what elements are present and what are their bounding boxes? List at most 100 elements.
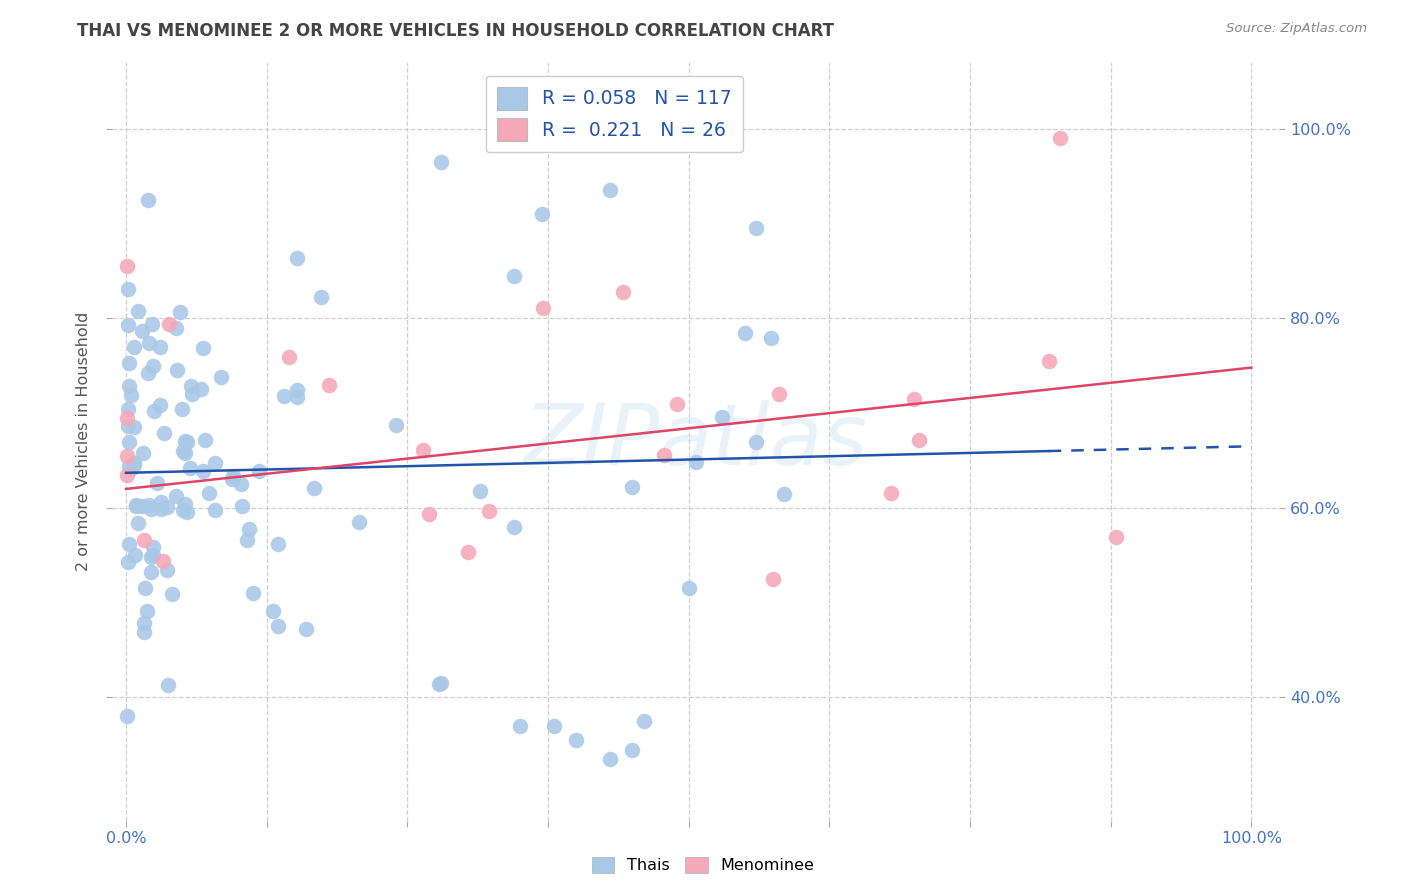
Point <box>1049 131 1071 145</box>
Point <box>139 549 162 564</box>
Point <box>118 458 141 473</box>
Point <box>157 678 180 692</box>
Point <box>711 410 734 425</box>
Point <box>121 461 143 475</box>
Point <box>773 487 796 501</box>
Point <box>612 285 634 299</box>
Point <box>174 497 197 511</box>
Point <box>238 522 260 536</box>
Point <box>138 499 160 513</box>
Point <box>273 389 295 403</box>
Point <box>231 476 253 491</box>
Point <box>125 498 148 512</box>
Point <box>242 586 264 600</box>
Point <box>124 457 146 471</box>
Point <box>531 301 554 316</box>
Point <box>165 489 187 503</box>
Point <box>132 446 155 460</box>
Point <box>734 326 756 340</box>
Point <box>118 537 141 551</box>
Point <box>903 392 925 406</box>
Point <box>134 581 156 595</box>
Point <box>285 383 308 397</box>
Point <box>139 565 162 579</box>
Point <box>132 533 155 547</box>
Point <box>509 719 531 733</box>
Point <box>879 485 901 500</box>
Point <box>654 448 676 462</box>
Point <box>122 340 145 354</box>
Point <box>115 449 138 463</box>
Point <box>262 604 284 618</box>
Point <box>503 268 526 283</box>
Point <box>142 540 165 554</box>
Point <box>127 516 149 530</box>
Point <box>179 461 201 475</box>
Point <box>165 321 187 335</box>
Point <box>131 499 153 513</box>
Point <box>222 469 245 483</box>
Point <box>543 719 565 733</box>
Point <box>159 317 181 331</box>
Point <box>132 624 155 639</box>
Point <box>136 603 159 617</box>
Point <box>141 501 163 516</box>
Point <box>385 417 408 432</box>
Point <box>236 533 259 547</box>
Point <box>172 443 194 458</box>
Point <box>194 434 217 448</box>
Point <box>117 419 139 434</box>
Point <box>531 207 554 221</box>
Point <box>287 390 309 404</box>
Point <box>745 221 768 235</box>
Point <box>152 554 174 568</box>
Point <box>599 183 621 197</box>
Point <box>169 305 191 319</box>
Point <box>678 582 700 596</box>
Point <box>141 317 163 331</box>
Point <box>267 619 290 633</box>
Point <box>565 733 588 747</box>
Point <box>138 336 160 351</box>
Point <box>138 193 160 207</box>
Point <box>204 503 226 517</box>
Point <box>285 251 308 265</box>
Point <box>633 714 655 728</box>
Point <box>412 442 434 457</box>
Point <box>149 501 172 516</box>
Point <box>149 340 172 354</box>
Point <box>120 388 142 402</box>
Point <box>457 545 479 559</box>
Point <box>174 445 197 459</box>
Point <box>118 435 141 450</box>
Point <box>146 476 169 491</box>
Point <box>418 507 440 521</box>
Point <box>204 456 226 470</box>
Point <box>761 331 783 345</box>
Point <box>122 419 145 434</box>
Point <box>132 615 155 630</box>
Point <box>142 548 165 562</box>
Point <box>685 455 707 469</box>
Point <box>302 481 325 495</box>
Point <box>620 480 643 494</box>
Point <box>908 433 931 447</box>
Point <box>118 356 141 370</box>
Point <box>309 290 332 304</box>
Text: THAI VS MENOMINEE 2 OR MORE VEHICLES IN HOUSEHOLD CORRELATION CHART: THAI VS MENOMINEE 2 OR MORE VEHICLES IN … <box>77 22 834 40</box>
Point <box>149 495 172 509</box>
Point <box>267 537 290 551</box>
Point <box>156 500 179 514</box>
Point <box>117 318 139 332</box>
Point <box>162 587 184 601</box>
Point <box>172 503 194 517</box>
Point <box>180 379 202 393</box>
Point <box>176 505 198 519</box>
Point <box>174 434 197 448</box>
Point <box>193 341 215 355</box>
Point <box>295 622 318 636</box>
Point <box>209 369 232 384</box>
Point <box>347 515 370 529</box>
Point <box>115 410 138 425</box>
Point <box>666 397 689 411</box>
